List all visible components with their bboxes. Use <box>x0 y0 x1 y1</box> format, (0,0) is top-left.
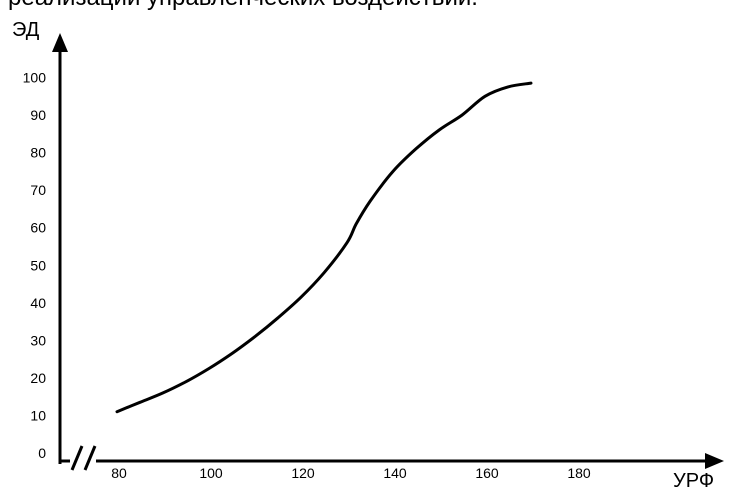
y-tick-label: 20 <box>30 370 46 386</box>
series-line <box>115 81 533 414</box>
y-axis-title: ЭД <box>12 19 40 41</box>
y-tick-label: 50 <box>30 257 46 273</box>
axis-break-mark-1 <box>70 445 84 471</box>
y-tick-label: 40 <box>30 295 46 311</box>
figure-caption-fragment: реализации управленческих воздействий. <box>8 0 478 13</box>
x-tick-label: 160 <box>475 465 499 481</box>
y-tick-label: 30 <box>30 332 46 348</box>
y-tick-label: 70 <box>30 182 46 198</box>
x-tick-labels: 80 100 120 140 160 180 <box>111 465 591 481</box>
axis-break-mark-2 <box>83 445 97 471</box>
x-tick-label: 180 <box>567 465 591 481</box>
y-tick-label: 90 <box>30 107 46 123</box>
y-tick-label: 0 <box>38 445 46 461</box>
y-axis-arrow <box>52 33 68 52</box>
x-tick-label: 140 <box>383 465 407 481</box>
y-tick-labels: 0 10 20 30 40 50 60 70 80 90 100 <box>23 70 47 462</box>
x-tick-label: 120 <box>291 465 315 481</box>
y-tick-label: 10 <box>30 407 46 423</box>
x-axis-arrow <box>705 453 724 469</box>
x-tick-label: 80 <box>111 465 127 481</box>
x-tick-label: 100 <box>199 465 223 481</box>
y-tick-label: 100 <box>23 70 47 86</box>
y-tick-label: 60 <box>30 220 46 236</box>
y-tick-label: 80 <box>30 145 46 161</box>
x-axis-title: УРФ <box>673 470 714 490</box>
